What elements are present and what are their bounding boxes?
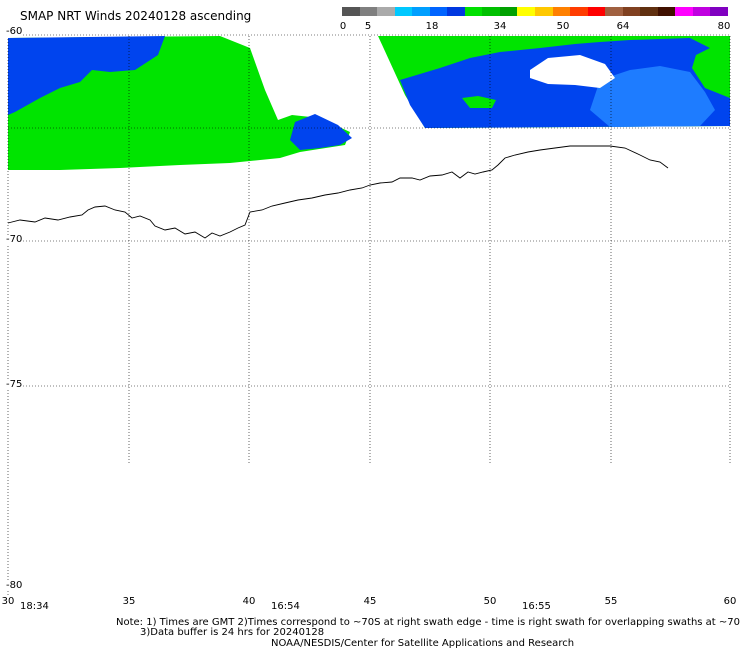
lon-label-60: 60 (723, 596, 737, 607)
lat-label-70: -70 (6, 234, 23, 245)
time-label-3: 16:55 (522, 601, 551, 612)
colorbar-segment (570, 7, 589, 16)
colorbar-segment (710, 7, 729, 16)
lon-label-30: 30 (1, 596, 15, 607)
lon-label-40: 40 (242, 596, 256, 607)
colorbar-segment (605, 7, 624, 16)
swath-left-blue-top (8, 36, 165, 115)
colorbar-segment (464, 7, 483, 16)
colorbar-tick-label: 80 (717, 21, 731, 32)
colorbar-segment (552, 7, 571, 16)
colorbar-segment (412, 7, 431, 16)
colorbar-segment (359, 7, 378, 16)
map-title: SMAP NRT Winds 20240128 ascending (20, 9, 252, 23)
colorbar-segment (394, 7, 413, 16)
swath-right-gap (530, 55, 615, 88)
lon-label-50: 50 (483, 596, 497, 607)
colorbar-tick-label: 50 (556, 21, 570, 32)
graticule (7, 30, 731, 595)
colorbar-tick-label: 5 (364, 21, 372, 32)
colorbar-tick-label: 18 (425, 21, 439, 32)
wind-swaths (8, 36, 730, 170)
colorbar-segment (482, 7, 501, 16)
colorbar-segment (640, 7, 659, 16)
lon-label-45: 45 (363, 596, 377, 607)
colorbar-segment (342, 7, 361, 16)
colorbar-segment (517, 7, 536, 16)
colorbar-segment (675, 7, 694, 16)
lat-label-60: -60 (6, 26, 23, 37)
colorbar-segment (587, 7, 606, 16)
colorbar-segment (535, 7, 554, 16)
colorbar-segment (447, 7, 466, 16)
lat-label-75: -75 (6, 379, 23, 390)
swath-left-blue-right (290, 114, 352, 150)
swath-right-green-island (462, 96, 496, 108)
colorbar-segment (499, 7, 518, 16)
colorbar-segment (692, 7, 711, 16)
colorbar-tick-label: 64 (616, 21, 630, 32)
colorbar-segment (429, 7, 448, 16)
colorbar-tick-label: 34 (493, 21, 507, 32)
antarctic-coastline (7, 145, 669, 239)
lon-label-35: 35 (122, 596, 136, 607)
lon-label-55: 55 (604, 596, 618, 607)
time-label-2: 16:54 (271, 601, 300, 612)
colorbar-segment (377, 7, 396, 16)
time-label-1: 18:34 (20, 601, 49, 612)
colorbar-segment (657, 7, 676, 16)
colorbar-tick-label: 0 (339, 21, 347, 32)
swath-right-green-patch (695, 54, 730, 95)
note-line-3: NOAA/NESDIS/Center for Satellite Applica… (271, 638, 575, 649)
swath-right-lightblue (590, 66, 715, 127)
note-line-2: 3)Data buffer is 24 hrs for 20240128 (140, 627, 325, 638)
note-line-1: Note: 1) Times are GMT 2)Times correspon… (116, 617, 740, 628)
lat-label-80: -80 (6, 580, 23, 591)
colorbar-segment (622, 7, 641, 16)
